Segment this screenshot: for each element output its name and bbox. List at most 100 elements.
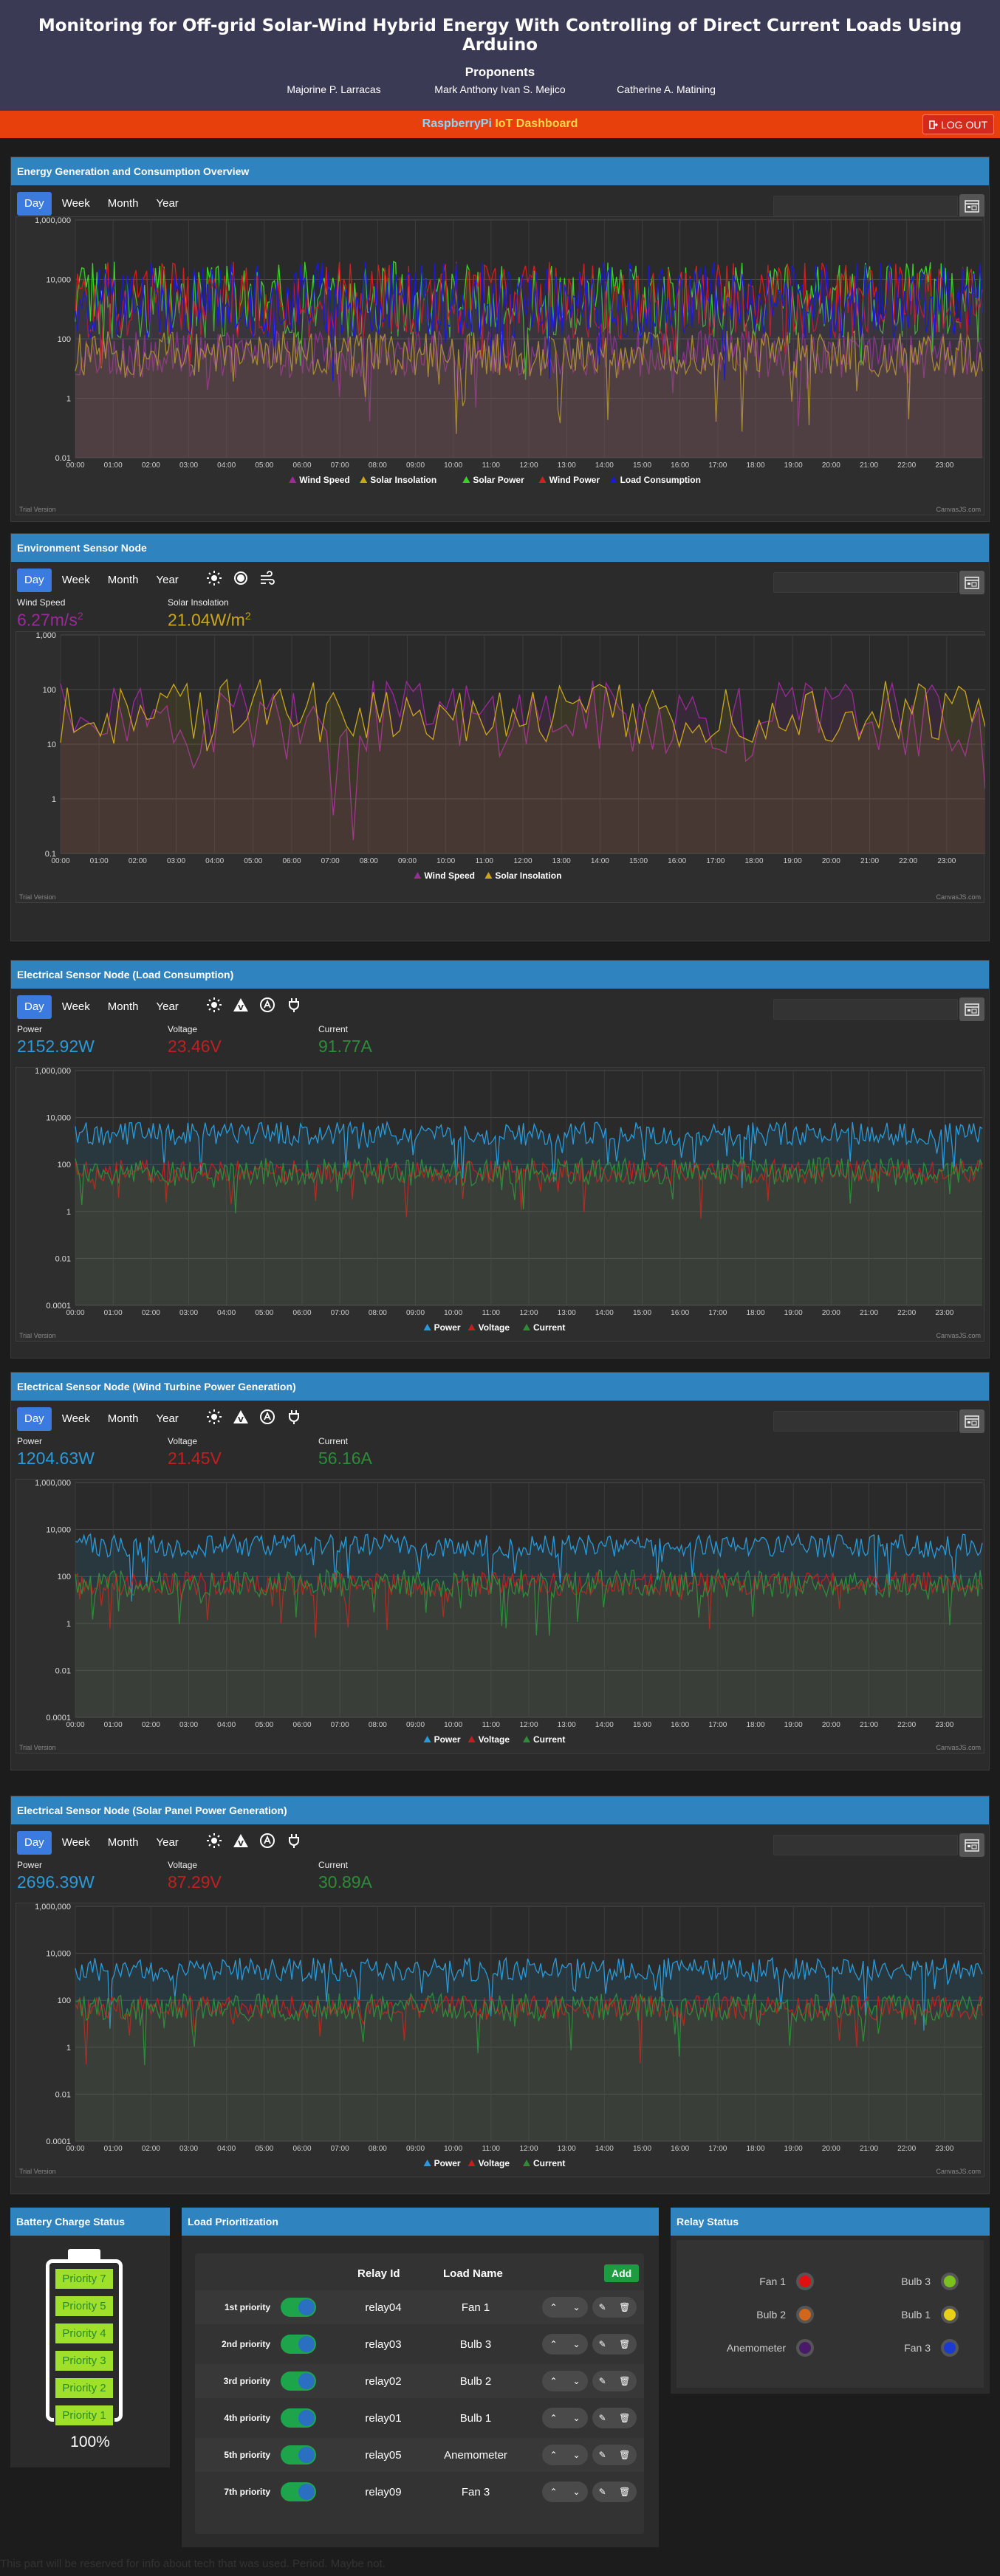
solar-chart[interactable]: 0.0001 0.01 1 100 10,000 1,000,000 00:00 01:00 0… [16, 1903, 985, 2177]
logout-button[interactable]: LOG OUT [922, 114, 994, 134]
y-tick-label: 1,000,000 [35, 1903, 71, 1912]
calendar-button[interactable] [959, 571, 984, 594]
warning-icon[interactable]: V [231, 995, 250, 1014]
environment-chart[interactable]: 0.1 1 10 100 1,000 00:00 01:00 02:00 03:00 04:00 0… [16, 632, 985, 902]
calendar-button[interactable] [959, 194, 984, 218]
trash-icon[interactable]: 🗑 [619, 2339, 631, 2349]
tab-year[interactable]: Year [156, 574, 179, 586]
load-chart[interactable]: 0.0001 0.01 1 100 10,000 1,000,000 00:00 01:00 0… [16, 1068, 985, 1341]
relay-toggle[interactable] [281, 2371, 316, 2391]
tab-year[interactable]: Year [156, 197, 179, 210]
move-up-icon[interactable]: ⌃ [549, 2450, 558, 2460]
series-area [75, 1995, 982, 2141]
relay-toggle[interactable] [281, 2298, 316, 2317]
add-button[interactable]: Add [604, 2264, 640, 2282]
relay-toggle[interactable] [281, 2482, 316, 2501]
warning-icon[interactable]: V [231, 1831, 250, 1850]
plug-icon[interactable] [284, 1407, 304, 1426]
move-up-icon[interactable]: ⌃ [549, 2413, 558, 2423]
edit-icon[interactable]: ✎ [598, 2376, 606, 2386]
relay-toggle[interactable] [281, 2408, 316, 2428]
date-input[interactable] [773, 572, 958, 593]
x-tick-label: 09:00 [406, 2145, 425, 2153]
current-icon[interactable] [258, 995, 277, 1014]
series-area [75, 1159, 982, 1305]
plug-icon[interactable] [284, 995, 304, 1014]
calendar-button[interactable] [959, 997, 984, 1021]
tab-month[interactable]: Month [107, 1836, 139, 1849]
move-down-icon[interactable]: ⌄ [572, 2339, 581, 2349]
tab-week[interactable]: Week [61, 1000, 90, 1013]
tab-year[interactable]: Year [156, 1836, 179, 1849]
trash-icon[interactable]: 🗑 [619, 2376, 631, 2386]
date-input[interactable] [773, 1835, 958, 1855]
tab-month[interactable]: Month [107, 197, 139, 210]
readout-power: Power 2152.92W [17, 1024, 95, 1057]
readout-value: 23.46V [168, 1037, 222, 1056]
chart-watermark-right[interactable]: CanvasJS.com [936, 1744, 981, 1751]
tab-day[interactable]: Day [17, 1407, 52, 1431]
tab-day[interactable]: Day [17, 192, 52, 216]
date-input[interactable] [773, 999, 958, 1020]
move-down-icon[interactable]: ⌄ [572, 2450, 581, 2460]
move-up-icon[interactable]: ⌃ [549, 2302, 558, 2312]
tab-day[interactable]: Day [17, 1831, 52, 1855]
move-up-icon[interactable]: ⌃ [549, 2376, 558, 2386]
move-up-icon[interactable]: ⌃ [549, 2339, 558, 2349]
chart-watermark-right[interactable]: CanvasJS.com [936, 506, 981, 513]
trash-icon[interactable]: 🗑 [619, 2487, 631, 2497]
edit-icon[interactable]: ✎ [598, 2487, 606, 2497]
priority-table: Relay Id Load Name Add 1st priority relay… [195, 2253, 644, 2534]
trash-icon[interactable]: 🗑 [619, 2302, 631, 2312]
move-down-icon[interactable]: ⌄ [572, 2302, 581, 2312]
page-header: Monitoring for Off-grid Solar-Wind Hybri… [0, 0, 1000, 111]
tab-week[interactable]: Week [61, 574, 90, 586]
plug-icon[interactable] [284, 1831, 304, 1850]
trash-icon[interactable]: 🗑 [619, 2413, 631, 2423]
move-down-icon[interactable]: ⌄ [572, 2376, 581, 2386]
calendar-button[interactable] [959, 1409, 984, 1433]
brand[interactable]: RaspberryPi IoT Dashboard [0, 117, 1000, 131]
edit-icon[interactable]: ✎ [598, 2339, 606, 2349]
sun-icon[interactable] [205, 1407, 224, 1426]
calendar-button[interactable] [959, 1833, 984, 1857]
move-down-icon[interactable]: ⌄ [572, 2413, 581, 2423]
wind-icon[interactable] [258, 569, 277, 588]
chart-watermark-right[interactable]: CanvasJS.com [936, 2168, 981, 2175]
warning-icon[interactable]: V [231, 1407, 250, 1426]
chart-watermark-right[interactable]: CanvasJS.com [936, 893, 981, 901]
edit-icon[interactable]: ✎ [598, 2302, 606, 2312]
move-up-icon[interactable]: ⌃ [549, 2487, 558, 2497]
tab-day[interactable]: Day [17, 995, 52, 1019]
sun-icon[interactable] [205, 995, 224, 1014]
current-icon[interactable] [258, 1831, 277, 1850]
relay-toggle[interactable] [281, 2335, 316, 2354]
overview-chart[interactable]: 0.01 1 100 10,000 1,000,000 00:00 01:00 02:00 03… [16, 217, 985, 515]
tab-month[interactable]: Month [107, 1412, 139, 1425]
x-tick-label: 18:00 [744, 857, 763, 865]
tab-week[interactable]: Week [61, 1836, 90, 1849]
sensor-icons: V [205, 1831, 304, 1850]
trash-icon[interactable]: 🗑 [619, 2450, 631, 2460]
edit-icon[interactable]: ✎ [598, 2413, 606, 2423]
move-down-icon[interactable]: ⌄ [572, 2487, 581, 2497]
calendar-icon [965, 1415, 979, 1428]
date-input[interactable] [773, 1411, 958, 1432]
date-input[interactable] [773, 196, 958, 216]
tab-month[interactable]: Month [107, 1000, 139, 1013]
edit-icon[interactable]: ✎ [598, 2450, 606, 2460]
sun-icon[interactable] [205, 569, 224, 588]
tab-year[interactable]: Year [156, 1412, 179, 1425]
sun-icon[interactable] [205, 1831, 224, 1850]
chart-watermark-right[interactable]: CanvasJS.com [936, 1332, 981, 1339]
current-icon[interactable] [258, 1407, 277, 1426]
relay-toggle[interactable] [281, 2445, 316, 2465]
tab-day[interactable]: Day [17, 569, 52, 592]
tab-month[interactable]: Month [107, 574, 139, 586]
brand-part1: RaspberryPi [422, 117, 492, 130]
tab-year[interactable]: Year [156, 1000, 179, 1013]
moon-icon[interactable] [231, 569, 250, 588]
tab-week[interactable]: Week [61, 197, 90, 210]
wind-chart[interactable]: 0.0001 0.01 1 100 10,000 1,000,000 00:00 01:00 0… [16, 1480, 985, 1753]
tab-week[interactable]: Week [61, 1412, 90, 1425]
